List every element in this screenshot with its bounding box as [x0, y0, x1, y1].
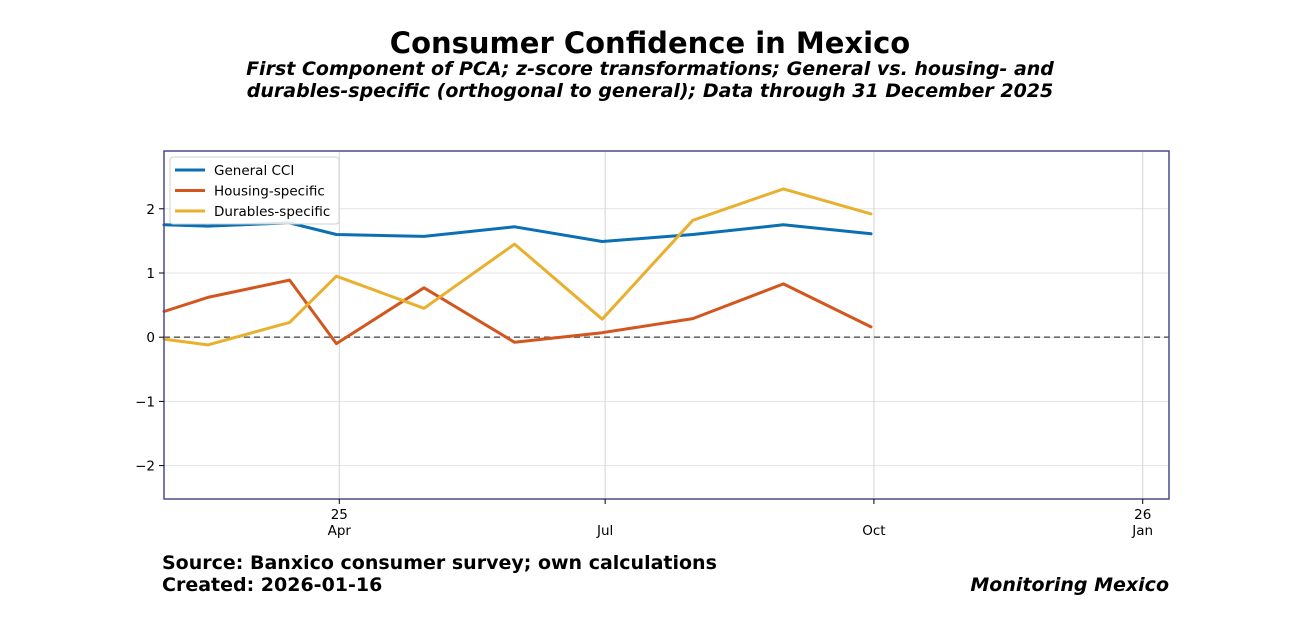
y-tick-label: −2 — [135, 459, 155, 475]
x-tick-year-label: 25 — [331, 507, 348, 523]
x-tick-month-label: Oct — [862, 523, 885, 539]
legend-label-housing-specific: Housing-specific — [214, 184, 325, 200]
series-line-general-cci — [162, 221, 873, 243]
y-tick-label: −1 — [135, 394, 155, 410]
legend: General CCI Housing-specific Durables-spec… — [169, 156, 340, 225]
legend-box — [169, 156, 340, 225]
legend-label-durables-specific: Durables-specific — [214, 204, 330, 220]
x-tick-month-label: Apr — [328, 523, 352, 539]
x-tick-year-label: 26 — [1134, 507, 1151, 523]
footer-created: Created: 2026-01-16 — [162, 574, 382, 596]
legend-label-general-cci: General CCI — [214, 163, 294, 179]
y-tick-label: 1 — [146, 266, 155, 282]
series-line-housing-specific — [162, 278, 873, 346]
plot-frame — [163, 150, 1170, 500]
footer-source: Source: Banxico consumer survey; own cal… — [162, 552, 717, 574]
series-line-durables-specific — [162, 187, 873, 347]
y-axis: 2 1 0 −1 −2 — [135, 202, 164, 475]
chart-title: Consumer Confidence in Mexico — [390, 26, 910, 60]
chart-subtitle-line-2: durables-specific (orthogonal to general… — [247, 80, 1054, 102]
x-tick-month-label: Jan — [1131, 523, 1153, 539]
chart-subtitle-line-1: First Component of PCA; z-score transfor… — [246, 58, 1054, 80]
y-tick-label: 2 — [146, 202, 155, 218]
x-tick-month-label: Jul — [596, 523, 613, 539]
y-tick-label: 0 — [146, 330, 155, 346]
footer-brand: Monitoring Mexico — [970, 574, 1169, 596]
